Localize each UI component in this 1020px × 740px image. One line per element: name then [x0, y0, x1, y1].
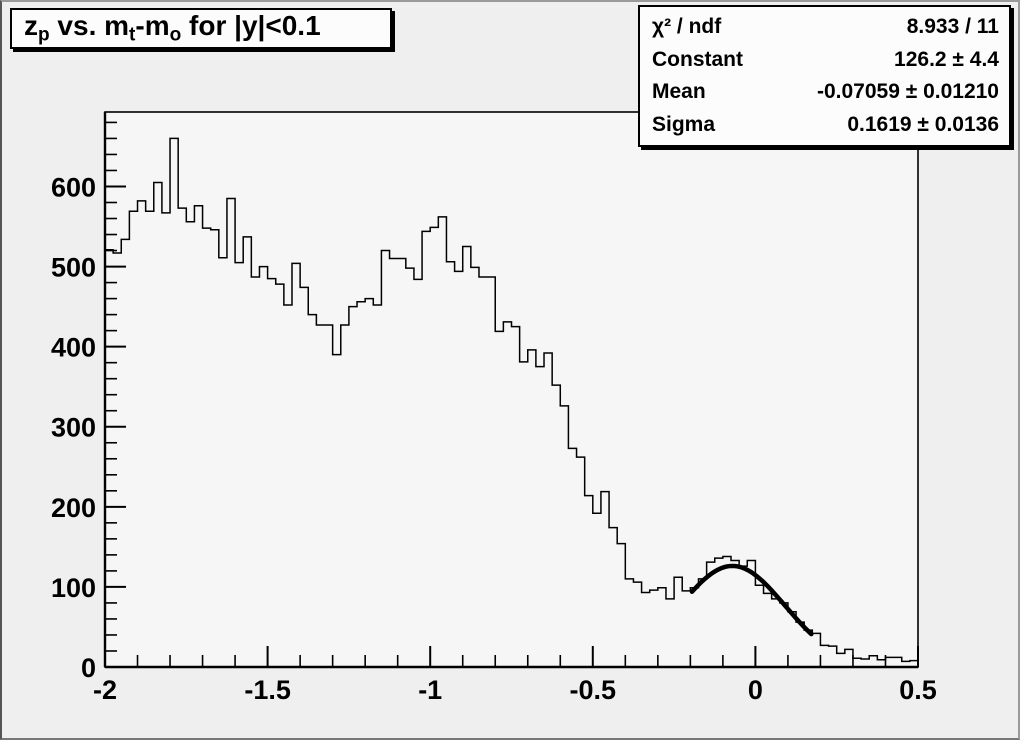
title-segment: for |y|<0.1 [181, 10, 321, 42]
stat-value: -0.07059 ± 0.01210 [816, 80, 999, 104]
y-tick-label: 300 [51, 413, 96, 443]
title-box: zp vs. mt-mo for |y|<0.1 [10, 8, 392, 49]
y-tick-label: 0 [81, 653, 96, 683]
title-segment: -m [135, 10, 170, 42]
title-segment: z [24, 10, 38, 42]
y-tick-label: 200 [51, 493, 96, 523]
chart-title: zp vs. mt-mo for |y|<0.1 [24, 10, 321, 46]
stat-row-constant: Constant 126.2 ± 4.4 [652, 48, 999, 72]
x-tick-label: -2 [93, 675, 117, 705]
y-tick-label: 400 [51, 333, 96, 363]
title-segment: p [38, 24, 50, 46]
stat-value: 8.933 / 11 [906, 15, 999, 39]
y-tick-label: 600 [51, 172, 96, 202]
x-tick-label: 0 [748, 675, 763, 705]
fit-curve [689, 563, 814, 637]
y-tick-label: 100 [51, 573, 96, 603]
stat-row-sigma: Sigma 0.1619 ± 0.0136 [652, 113, 999, 137]
stat-value: 126.2 ± 4.4 [894, 47, 999, 71]
plot-frame [104, 111, 919, 668]
x-tick-label: -0.5 [570, 675, 617, 705]
stat-label: Sigma [652, 112, 716, 136]
title-segment: o [169, 24, 182, 46]
stat-label: χ² / ndf [652, 15, 722, 39]
stat-label: Constant [652, 47, 743, 71]
x-tick-label: 0.5 [899, 675, 937, 705]
title-segment: vs. m [49, 10, 130, 42]
y-tick-label: 500 [51, 253, 96, 283]
stat-row-mean: Mean -0.07059 ± 0.01210 [652, 80, 999, 104]
stats-box: χ² / ndf 8.933 / 11 Constant 126.2 ± 4.4… [638, 5, 1011, 147]
x-tick-label: -1.5 [244, 675, 291, 705]
stat-value: 0.1619 ± 0.0136 [847, 112, 999, 136]
title-segment: t [129, 24, 136, 46]
stat-row-chi2: χ² / ndf 8.933 / 11 [652, 15, 999, 39]
stat-label: Mean [652, 80, 706, 104]
x-tick-label: -1 [418, 675, 442, 705]
